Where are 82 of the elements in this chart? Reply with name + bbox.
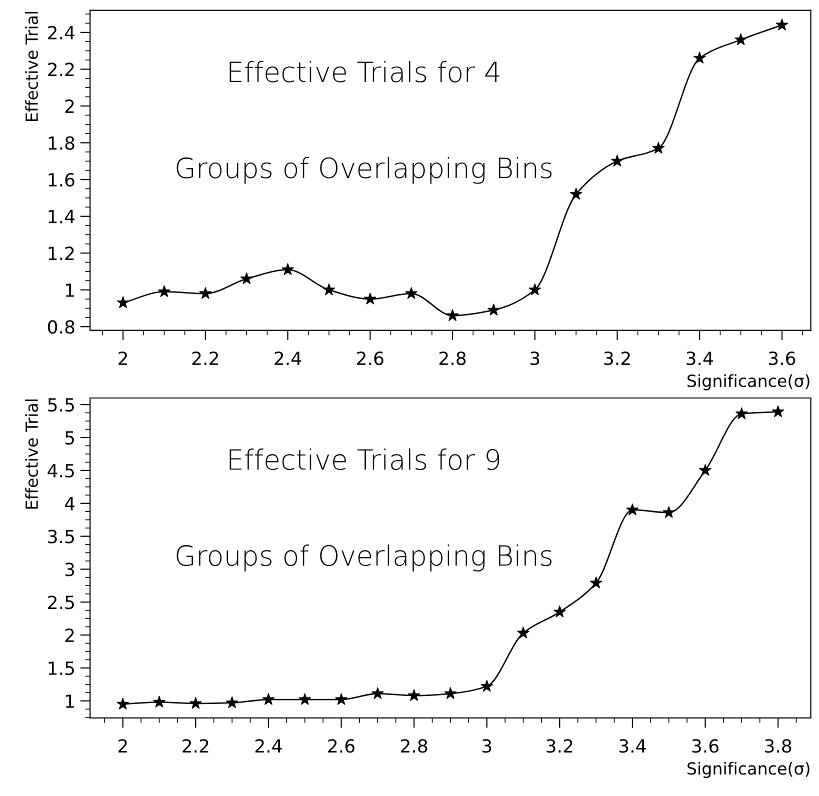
point [322,283,336,296]
point [152,696,166,708]
y-axis-title: Effective Trial [25,400,38,509]
x-tick-label: 2.4 [255,739,282,753]
point [446,309,459,322]
point [116,296,130,308]
point [553,605,566,618]
point [158,285,171,298]
y-tick-label: 2.2 [48,62,74,76]
point [776,18,788,30]
x-tick-label: 3.2 [546,739,572,753]
point [405,286,418,299]
y-tick-label: 4 [64,497,74,510]
point [570,188,582,200]
point [262,692,275,705]
x-tick-label: 2.2 [192,351,218,365]
point [334,692,348,705]
x-tick-label: 2.2 [182,739,208,753]
point [590,576,602,588]
point [735,407,748,420]
x-tick-label: 3.4 [686,351,713,366]
x-tick-label: 3.2 [604,351,630,366]
x-tick-label: 2.4 [274,351,302,365]
point [516,626,530,638]
point [189,696,202,709]
point [116,698,130,710]
point [652,142,665,154]
annotation: Effective Trials for 4 [230,60,500,82]
y-tick-label: 2 [65,99,74,113]
point [487,304,500,316]
annotation: Groups of Overlapping Bins [176,544,552,572]
point [371,687,384,700]
x-tick-label: 3.6 [692,739,718,753]
y-tick-label: 3.5 [48,530,74,544]
x-axis-title: Significance(σ) [688,374,810,390]
y-axis-title: Effective Trial [25,12,38,122]
y-tick-label: 5 [65,431,74,445]
point [364,292,376,304]
y-tick-label: 1.6 [48,173,74,187]
point [298,692,312,705]
y-tick-label: 1.2 [48,246,74,260]
x-tick-label: 2 [118,739,127,753]
y-tick-label: 1.8 [48,136,74,150]
y-tick-label: 5.5 [48,398,74,412]
x-tick-label: 3 [530,351,540,366]
point [480,680,494,692]
x-tick-label: 3.4 [619,739,646,753]
point [698,464,712,476]
point [610,154,624,167]
point [626,503,639,516]
x-tick-label: 3.8 [765,739,792,753]
point [281,263,294,276]
annotation: Effective Trials for 9 [230,448,500,470]
y-tick-label: 4.5 [48,464,74,478]
point [199,286,212,299]
x-axis-title: Significance(σ) [688,762,810,778]
x-tick-label: 3 [482,739,492,753]
y-tick-label: 2 [65,628,74,642]
point [528,283,542,296]
point [662,506,676,518]
annotation: Groups of Overlapping Bins [176,156,552,184]
x-tick-label: 2.6 [328,739,354,753]
y-tick-label: 0.8 [48,320,74,334]
point [693,52,706,64]
point [772,405,784,418]
point [734,33,748,46]
x-tick-label: 3.6 [769,351,796,366]
y-tick-label: 2.5 [48,596,74,610]
x-tick-label: 2.6 [357,351,384,366]
y-tick-label: 1.5 [48,662,74,676]
point [240,272,253,284]
x-tick-label: 2.8 [401,739,428,753]
y-tick-label: 1 [66,284,74,297]
point [226,696,238,708]
y-tick-label: 2.4 [48,26,74,40]
x-tick-label: 2.8 [439,351,466,366]
point [408,689,420,702]
y-tick-label: 1 [66,694,74,708]
y-tick-label: 3 [65,562,74,576]
y-tick-label: 1.4 [48,210,74,224]
point [444,687,457,700]
x-tick-label: 2 [118,351,127,365]
